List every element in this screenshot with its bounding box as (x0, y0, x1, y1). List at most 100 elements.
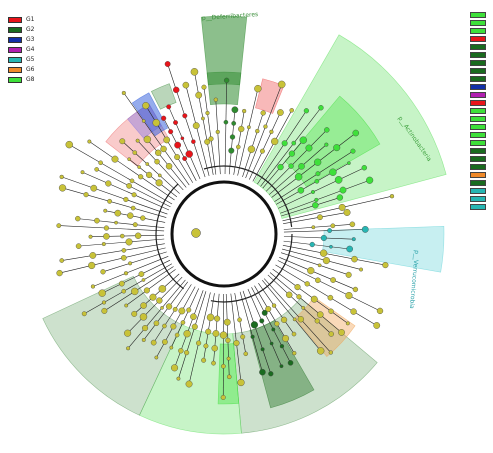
tree-node (164, 137, 170, 143)
tree-node (95, 167, 99, 171)
tree-node (102, 301, 106, 305)
tree-node (166, 304, 172, 310)
tree-node (140, 313, 147, 320)
tree-node (90, 252, 96, 258)
right-swatch (470, 204, 486, 210)
tree-node (344, 209, 351, 216)
tree-node (292, 141, 296, 145)
tree-node (350, 222, 355, 227)
tree-node (330, 277, 335, 282)
legend-label: G2 (26, 25, 34, 35)
tree-node (311, 190, 315, 194)
tree-node (177, 377, 181, 381)
tree-node (103, 233, 109, 239)
tree-node (161, 116, 166, 121)
tree-node (290, 108, 294, 112)
legend-item-g5: G5 (8, 55, 34, 65)
tree-node (366, 177, 373, 184)
tree-node (320, 250, 327, 257)
tree-node (122, 91, 126, 95)
tree-node (142, 338, 146, 342)
tree-node (248, 146, 255, 153)
tree-node (352, 237, 356, 241)
clade-sector-g (201, 16, 247, 105)
tree-node (237, 318, 241, 322)
tree-node (127, 213, 133, 219)
tree-node (353, 287, 358, 292)
right-swatch (470, 60, 486, 66)
tree-node (132, 192, 137, 197)
tree-node (174, 154, 180, 160)
tree-node (192, 324, 198, 330)
tree-node (102, 308, 108, 314)
tree-node (278, 81, 285, 88)
branch (229, 110, 235, 174)
legend-swatch (8, 77, 22, 83)
tree-node (89, 235, 93, 239)
tree-node (261, 347, 265, 351)
tree-node (277, 109, 283, 115)
tree-node (224, 78, 229, 83)
legend-item-g2: G2 (8, 25, 34, 35)
tree-node (155, 150, 161, 156)
legend-item-g6: G6 (8, 65, 34, 75)
tree-node (346, 292, 353, 299)
tree-node (60, 258, 64, 262)
tree-node (161, 146, 167, 152)
tree-node (140, 216, 145, 221)
tree-node (212, 345, 218, 351)
branch (60, 248, 166, 273)
tree-node (261, 111, 266, 116)
branch (103, 252, 167, 272)
branch (284, 224, 353, 229)
tree-node (221, 364, 225, 368)
branch (242, 113, 263, 177)
tree-node (75, 216, 80, 221)
clade-sector-f (207, 72, 241, 85)
tree-node (272, 304, 276, 308)
tree-node (255, 129, 259, 133)
tree-node (359, 268, 363, 272)
tree-node (324, 143, 328, 147)
tree-node (292, 351, 296, 355)
tree-node (162, 339, 167, 344)
tree-node (124, 330, 131, 337)
tree-node (298, 187, 304, 193)
tree-node (282, 335, 289, 342)
tree-node (289, 164, 294, 169)
tree-node (81, 170, 85, 174)
tree-node (240, 335, 245, 340)
right-swatch (470, 164, 486, 170)
tree-node (204, 344, 209, 349)
tree-node (328, 295, 333, 300)
tree-node (154, 321, 159, 326)
tree-node (84, 192, 89, 197)
legend-item-g4: G4 (8, 45, 34, 55)
legend: G1 G2 G3 G4 G5 G6 G8 (8, 15, 34, 85)
right-swatch (470, 92, 486, 98)
tree-node (275, 321, 280, 326)
tree-node (338, 329, 344, 335)
tree-node (201, 358, 206, 363)
right-swatch-column (470, 12, 486, 212)
tree-node (165, 61, 170, 66)
tree-node (138, 174, 143, 179)
tree-node (318, 105, 323, 110)
tree-node (124, 271, 128, 275)
tree-node (329, 309, 334, 314)
right-swatch (470, 196, 486, 202)
right-swatch (470, 156, 486, 162)
tree-node (166, 163, 172, 169)
right-swatch (470, 12, 486, 18)
tree-node (144, 288, 150, 294)
tree-node (324, 127, 329, 132)
tree-node (282, 140, 288, 146)
tree-node (133, 151, 137, 155)
tree-node (264, 125, 268, 129)
legend-item-g8: G8 (8, 75, 34, 85)
tree-node (124, 197, 129, 202)
tree-node (181, 320, 185, 324)
tree-node (202, 85, 207, 90)
tree-node (214, 98, 218, 102)
